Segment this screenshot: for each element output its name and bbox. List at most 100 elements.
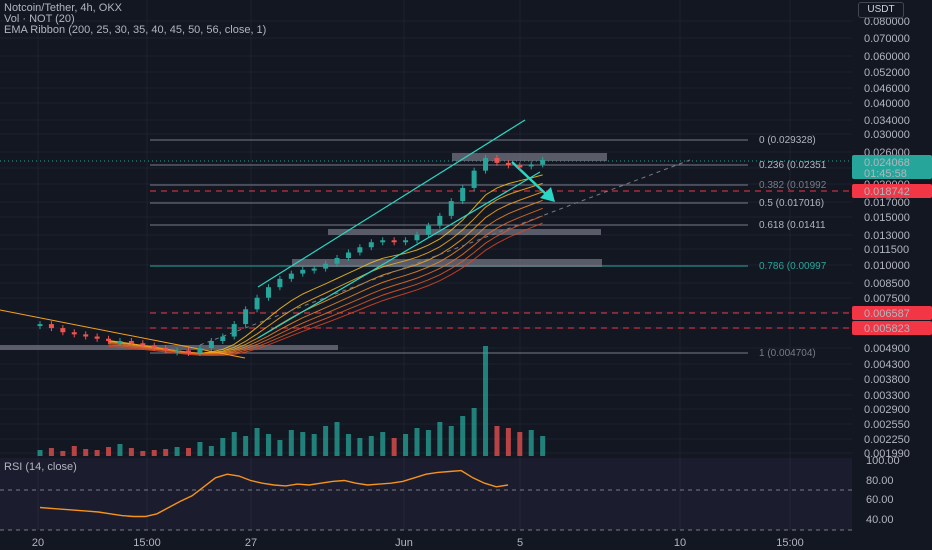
time-tick-label: 27 [245,537,257,549]
volume-bar [254,428,260,456]
candle-body [505,162,511,166]
volume-bar [37,450,43,456]
volume-bar [471,408,477,456]
price-tick-label: 0.007500 [864,293,910,305]
candle-body [83,334,89,337]
candle-body [117,340,123,343]
price-tick-label: 0.034000 [864,115,910,127]
time-axis[interactable]: 20 15:00 27 Jun 5 10 15:00 [32,537,804,549]
price-zone [292,259,602,267]
candle-body [414,234,420,241]
volume-bar [277,440,283,456]
ema-ribbon-line [108,207,543,355]
volume-bar [414,428,420,456]
price-zone [0,345,338,350]
candle-body [220,336,226,341]
candle-body [288,273,294,279]
price-channel[interactable] [0,119,691,359]
volume-bar [243,436,249,456]
level-badge: 0.005823 [864,323,910,335]
last-price-badge-bg [852,155,932,179]
candle-body [254,297,260,310]
price-tick-label: 0.002250 [864,434,910,446]
ema-ribbon-line [108,215,543,356]
candle-body [540,159,546,165]
volume-bar [448,426,454,456]
price-tick-label: 0.060000 [864,51,910,63]
candle-body [60,328,66,333]
price-zone [328,229,601,235]
level-badge: 0.018742 [864,186,910,198]
support-resistance-zones[interactable] [0,153,607,350]
volume-bar [60,451,66,456]
time-tick-label: 15:00 [776,537,804,549]
price-zone [452,153,607,161]
volume-bar [71,446,77,456]
trend-dashed-line [199,159,691,346]
candle-body [37,324,43,327]
channel-upper-line [257,119,526,288]
volume-bar [94,450,100,456]
volume-bar [220,438,226,456]
candle-body [391,240,397,243]
volume-bar [197,442,203,456]
candle-body [300,269,306,274]
time-tick-label: 10 [674,537,686,549]
candle-body [425,225,431,235]
candle-body [323,263,329,269]
candle-body [403,240,409,243]
candle-body [494,157,500,163]
volume-bar [357,438,363,456]
volume-bar [505,428,511,456]
candle-body [140,343,146,346]
price-tick-label: 0.004300 [864,359,910,371]
last-price-value: 0.024068 [864,157,910,169]
volume-bar [437,422,443,456]
price-axis[interactable]: 0.080000 0.070000 0.060000 0.052000 0.046000… [852,16,932,460]
volume-bar [83,449,89,456]
volume-bar [380,432,386,456]
price-tick-label: 0.080000 [864,16,910,28]
candle-body [368,242,374,248]
candle-body [380,240,386,243]
level-badge: 0.006587 [864,308,910,320]
candle-body [186,350,192,353]
level-badge-bg [852,184,932,198]
volume-bar [300,432,306,456]
forecast-arrow [511,161,549,197]
price-tick-label: 0.017000 [864,197,910,209]
price-tick-label: 0.011500 [864,244,909,256]
candle-body [471,170,477,188]
volume-bar [231,432,237,456]
candle-body [128,340,134,344]
price-tick-label: 0.052000 [864,67,910,79]
candle-body [94,336,100,339]
volume-bar [117,444,123,456]
candle-body [48,324,54,329]
price-tick-label: 0.003300 [864,390,910,402]
volume-bar [106,447,112,456]
volume-bar [460,416,466,456]
time-tick-label: Jun [395,537,413,549]
volume-bar [208,446,214,456]
legend-ema-ribbon: EMA Ribbon (200, 25, 30, 35, 40, 45, 50,… [4,24,267,36]
candle-body [448,201,454,216]
volume-bar [323,426,329,456]
volume-bar [288,430,294,456]
candle-body [311,268,317,271]
rsi-background [0,458,852,530]
candle-body [243,309,249,325]
candle-body [231,324,237,337]
volume-bar [494,426,500,456]
volume-bars [37,346,546,456]
rsi-pane: 100.00 80.00 60.00 40.00 [0,455,900,531]
volume-bar [345,434,351,456]
currency-selector[interactable]: USDT [858,2,904,18]
volume-bar [151,450,157,456]
volume-bar [391,438,397,456]
fib-level-label: 0.236 (0.02351 [759,160,827,171]
candle-body [437,215,443,226]
level-badge-bg [852,306,932,320]
fibonacci-retracement[interactable]: 0 (0.029328) 0.236 (0.02351 0.382 (0.01992… [0,135,852,359]
